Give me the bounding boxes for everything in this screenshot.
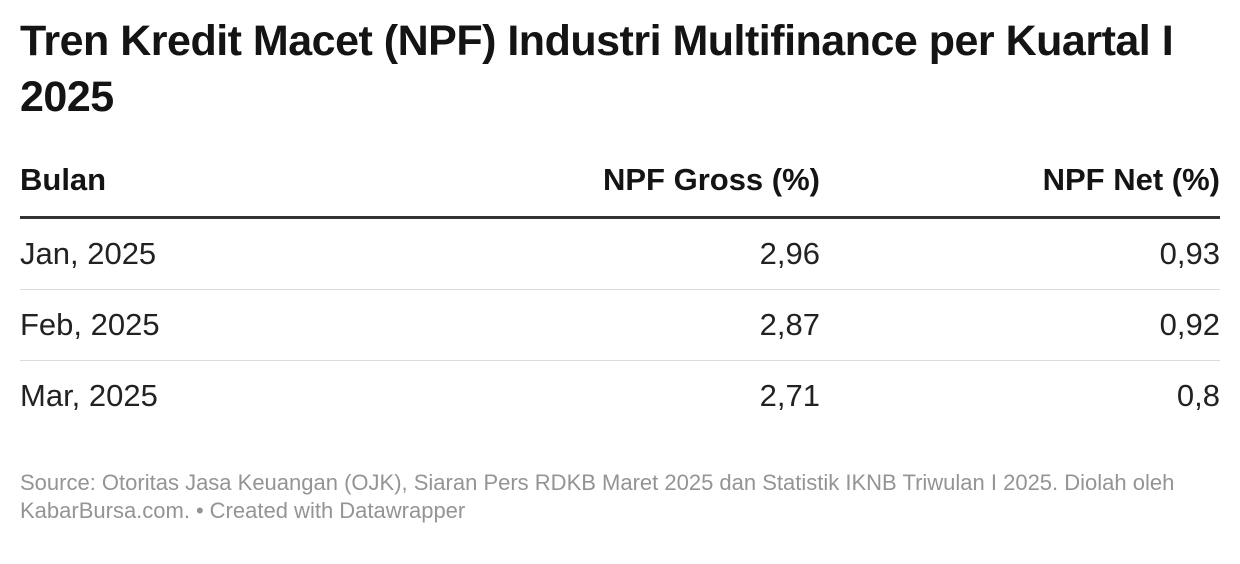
cell-bulan: Mar, 2025 bbox=[20, 377, 158, 413]
page-title: Tren Kredit Macet (NPF) Industri Multifi… bbox=[20, 17, 1174, 121]
footer: Source: Otoritas Jasa Keuangan (OJK), Si… bbox=[20, 469, 1220, 525]
cell-bulan: Feb, 2025 bbox=[20, 306, 160, 342]
table-header-row: Bulan NPF Gross (%) NPF Net (%) bbox=[20, 156, 1220, 218]
table-row: Feb, 2025 2,87 0,92 bbox=[20, 289, 1220, 361]
cell-npf-gross: 2,96 bbox=[759, 235, 820, 271]
table-header: Bulan NPF Gross (%) NPF Net (%) bbox=[20, 156, 1220, 218]
npf-data-table: Bulan NPF Gross (%) NPF Net (%) Jan, 202… bbox=[20, 156, 1220, 431]
cell-bulan: Jan, 2025 bbox=[20, 235, 157, 271]
table-row: Jan, 2025 2,96 0,93 bbox=[20, 217, 1220, 290]
column-header-npf-gross: NPF Gross (%) bbox=[602, 161, 820, 197]
table-row: Mar, 2025 2,71 0,8 bbox=[20, 360, 1220, 431]
table-body: Jan, 2025 2,96 0,93 Feb, 2025 2,87 0,92 … bbox=[20, 217, 1220, 431]
column-header-bulan: Bulan bbox=[20, 161, 107, 197]
chart-container: Tren Kredit Macet (NPF) Industri Multifi… bbox=[20, 17, 1220, 525]
cell-npf-net: 0,93 bbox=[1159, 235, 1220, 271]
cell-npf-net: 0,8 bbox=[1176, 377, 1220, 413]
datawrapper-attribution-link[interactable]: Created with Datawrapper bbox=[209, 497, 466, 523]
cell-npf-net: 0,92 bbox=[1159, 306, 1220, 342]
cell-npf-gross: 2,87 bbox=[759, 306, 820, 342]
cell-npf-gross: 2,71 bbox=[759, 377, 820, 413]
source-note: Source: Otoritas Jasa Keuangan (OJK), Si… bbox=[20, 469, 1175, 523]
column-header-npf-net: NPF Net (%) bbox=[1042, 161, 1220, 197]
footer-separator-dot: • bbox=[195, 497, 204, 523]
